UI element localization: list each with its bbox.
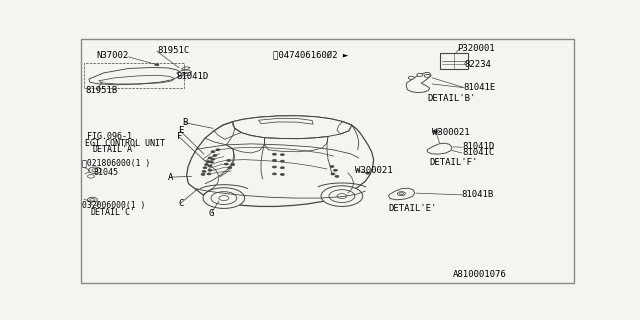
Circle shape [208, 165, 212, 167]
Circle shape [280, 167, 284, 169]
Polygon shape [187, 116, 374, 206]
Circle shape [399, 193, 403, 195]
Polygon shape [388, 188, 415, 200]
Circle shape [329, 190, 355, 203]
Text: 81951B: 81951B [85, 86, 117, 95]
Circle shape [273, 166, 276, 168]
Text: 81041B: 81041B [461, 190, 493, 199]
Circle shape [273, 173, 276, 175]
Circle shape [219, 196, 229, 201]
Text: F: F [177, 132, 182, 141]
Text: 81045: 81045 [94, 168, 119, 177]
Circle shape [207, 173, 211, 175]
Circle shape [435, 131, 438, 132]
Text: 81951C: 81951C [157, 46, 189, 55]
Text: A: A [168, 173, 173, 182]
Text: 81041C: 81041C [462, 148, 494, 157]
Polygon shape [89, 68, 182, 85]
Polygon shape [233, 116, 352, 139]
Circle shape [417, 73, 423, 76]
Circle shape [225, 163, 228, 165]
Text: 81041D: 81041D [177, 72, 209, 81]
Circle shape [397, 192, 405, 196]
Circle shape [216, 149, 220, 151]
Circle shape [424, 74, 430, 77]
Circle shape [280, 154, 284, 156]
Circle shape [206, 161, 210, 163]
Polygon shape [259, 118, 313, 124]
Circle shape [88, 167, 101, 173]
Text: 82234: 82234 [465, 60, 492, 69]
Text: DETAIL'E': DETAIL'E' [388, 204, 437, 213]
Circle shape [273, 159, 276, 161]
Circle shape [337, 194, 347, 198]
Circle shape [92, 169, 98, 172]
Text: E: E [178, 126, 184, 135]
Circle shape [227, 159, 231, 161]
Circle shape [203, 188, 244, 208]
Text: Ⓝ047406160Ø2 ►: Ⓝ047406160Ø2 ► [273, 50, 349, 59]
Circle shape [88, 175, 94, 178]
Text: Ⓝ021806000(1 ): Ⓝ021806000(1 ) [83, 158, 151, 167]
Text: DETAIL'F': DETAIL'F' [429, 158, 478, 167]
Circle shape [231, 164, 235, 165]
Circle shape [91, 202, 99, 205]
Circle shape [331, 173, 335, 175]
Text: DETAIL'B': DETAIL'B' [428, 94, 476, 103]
Circle shape [208, 157, 212, 159]
FancyBboxPatch shape [440, 53, 468, 69]
Circle shape [211, 158, 215, 160]
Polygon shape [177, 70, 191, 76]
Circle shape [228, 167, 232, 169]
Text: DETAIL'A': DETAIL'A' [92, 145, 138, 154]
Text: W300021: W300021 [355, 166, 393, 175]
Circle shape [201, 173, 205, 175]
Circle shape [333, 169, 337, 171]
Text: A810001076: A810001076 [453, 270, 507, 279]
Text: FIG.096-1: FIG.096-1 [88, 132, 132, 141]
Circle shape [202, 171, 206, 172]
Text: G: G [209, 209, 214, 218]
Polygon shape [182, 67, 190, 70]
Circle shape [213, 155, 217, 156]
Circle shape [273, 153, 276, 155]
Circle shape [208, 169, 212, 171]
Circle shape [205, 164, 209, 165]
Circle shape [365, 172, 370, 174]
Circle shape [209, 161, 213, 163]
Text: W300021: W300021 [432, 128, 470, 137]
Text: C: C [178, 199, 184, 208]
Text: 032006000(1 ): 032006000(1 ) [83, 202, 146, 211]
Circle shape [211, 192, 237, 204]
Circle shape [335, 175, 339, 177]
Circle shape [203, 167, 207, 169]
Polygon shape [406, 72, 431, 92]
Text: EGI CONTROL UNIT: EGI CONTROL UNIT [85, 139, 165, 148]
Circle shape [88, 197, 97, 202]
Polygon shape [428, 143, 452, 154]
Circle shape [330, 165, 334, 167]
Circle shape [155, 64, 159, 66]
Text: P320001: P320001 [457, 44, 495, 53]
Circle shape [433, 130, 440, 133]
Text: N37002: N37002 [97, 51, 129, 60]
Circle shape [280, 160, 284, 162]
Text: DETAIL'C': DETAIL'C' [91, 208, 136, 217]
Circle shape [321, 186, 363, 206]
Circle shape [211, 151, 215, 153]
Text: 81041E: 81041E [463, 83, 495, 92]
Text: B: B [182, 118, 188, 127]
Text: 81041D: 81041D [462, 142, 494, 151]
Circle shape [90, 198, 95, 201]
Circle shape [280, 173, 284, 175]
Circle shape [408, 76, 414, 79]
